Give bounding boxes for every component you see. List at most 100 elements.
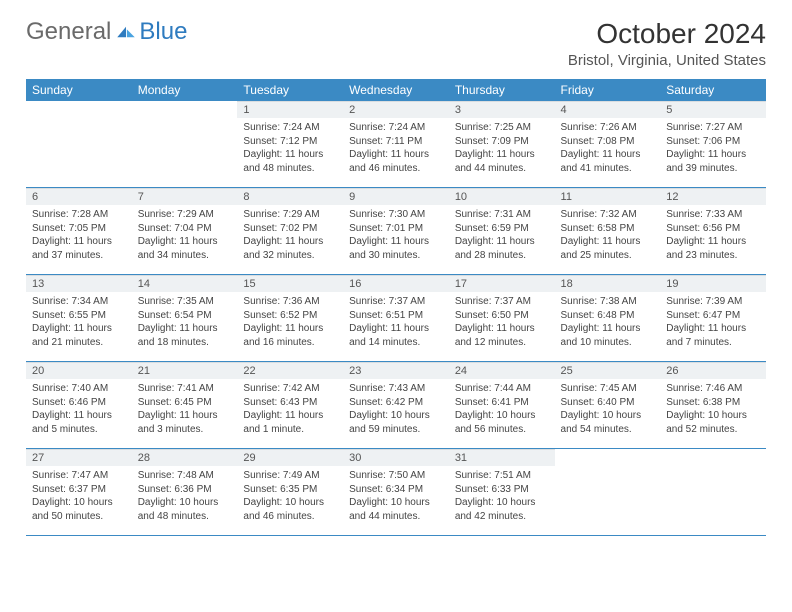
sunrise-line: Sunrise: 7:29 AM	[138, 209, 214, 220]
sunset-line: Sunset: 6:38 PM	[666, 397, 740, 408]
day-number: 17	[449, 275, 555, 292]
location: Bristol, Virginia, United States	[568, 52, 766, 69]
day-cell: 17Sunrise: 7:37 AMSunset: 6:50 PMDayligh…	[449, 275, 555, 362]
sunrise-line: Sunrise: 7:34 AM	[32, 296, 108, 307]
day-cell: 31Sunrise: 7:51 AMSunset: 6:33 PMDayligh…	[449, 449, 555, 536]
day-cell: 13Sunrise: 7:34 AMSunset: 6:55 PMDayligh…	[26, 275, 132, 362]
sunset-line: Sunset: 7:09 PM	[455, 136, 529, 147]
sunset-line: Sunset: 6:45 PM	[138, 397, 212, 408]
sunrise-line: Sunrise: 7:37 AM	[349, 296, 425, 307]
day-cell: 23Sunrise: 7:43 AMSunset: 6:42 PMDayligh…	[343, 362, 449, 449]
sunset-line: Sunset: 6:56 PM	[666, 223, 740, 234]
sunrise-line: Sunrise: 7:51 AM	[455, 470, 531, 481]
day-cell: 24Sunrise: 7:44 AMSunset: 6:41 PMDayligh…	[449, 362, 555, 449]
day-details: Sunrise: 7:24 AMSunset: 7:12 PMDaylight:…	[237, 118, 343, 179]
week-row: 13 Sunrise: 7:34 AM Sunset: 6:55 PM Dayligh…	[26, 275, 766, 362]
weekday-sunday: Sunday	[26, 79, 132, 101]
sunrise-line: Sunrise: 7:32 AM	[561, 209, 637, 220]
day-cell: 1Sunrise: 7:24 AMSunset: 7:12 PMDaylight…	[237, 101, 343, 188]
sunset-line: Sunset: 6:55 PM	[32, 310, 106, 321]
daylight-line: Daylight: 10 hours and 48 minutes.	[138, 497, 219, 522]
sunrise-line: Sunrise: 7:44 AM	[455, 383, 531, 394]
daylight-line: Daylight: 10 hours and 59 minutes.	[349, 410, 430, 435]
calendar-table: SundayMondayTuesdayWednesdayThursdayFrid…	[26, 79, 766, 536]
day-details: Sunrise: 7:37 AMSunset: 6:50 PMDaylight:…	[449, 292, 555, 353]
daylight-line: Daylight: 11 hours and 12 minutes.	[455, 323, 535, 348]
day-number: 24	[449, 362, 555, 379]
day-number: 4	[555, 101, 661, 118]
daylight-line: Daylight: 11 hours and 16 minutes.	[243, 323, 323, 348]
day-number: 25	[555, 362, 661, 379]
day-cell: 25Sunrise: 7:45 AMSunset: 6:40 PMDayligh…	[555, 362, 661, 449]
day-number: 1	[237, 101, 343, 118]
daylight-line: Daylight: 11 hours and 25 minutes.	[561, 236, 641, 261]
day-number: 8	[237, 188, 343, 205]
day-number: 14	[132, 275, 238, 292]
day-cell: 4Sunrise: 7:26 AMSunset: 7:08 PMDaylight…	[555, 101, 661, 188]
logo-text-blue: Blue	[139, 18, 187, 46]
sunset-line: Sunset: 6:47 PM	[666, 310, 740, 321]
day-cell: 29Sunrise: 7:49 AMSunset: 6:35 PMDayligh…	[237, 449, 343, 536]
sunset-line: Sunset: 6:42 PM	[349, 397, 423, 408]
sunset-line: Sunset: 6:46 PM	[32, 397, 106, 408]
day-details: Sunrise: 7:30 AMSunset: 7:01 PMDaylight:…	[343, 205, 449, 266]
daylight-line: Daylight: 11 hours and 46 minutes.	[349, 149, 429, 174]
day-details: Sunrise: 7:24 AMSunset: 7:11 PMDaylight:…	[343, 118, 449, 179]
day-cell: 16Sunrise: 7:37 AMSunset: 6:51 PMDayligh…	[343, 275, 449, 362]
day-details: Sunrise: 7:35 AMSunset: 6:54 PMDaylight:…	[132, 292, 238, 353]
day-details: Sunrise: 7:29 AMSunset: 7:04 PMDaylight:…	[132, 205, 238, 266]
sail-icon	[115, 25, 137, 39]
day-number: 23	[343, 362, 449, 379]
day-number: 12	[660, 188, 766, 205]
day-number: 15	[237, 275, 343, 292]
sunset-line: Sunset: 7:01 PM	[349, 223, 423, 234]
day-number: 21	[132, 362, 238, 379]
day-number: 13	[26, 275, 132, 292]
sunrise-line: Sunrise: 7:47 AM	[32, 470, 108, 481]
day-details: Sunrise: 7:46 AM Sunset: 6:38 PM Daylight:…	[660, 379, 766, 440]
day-details: Sunrise: 7:25 AMSunset: 7:09 PMDaylight:…	[449, 118, 555, 179]
sunset-line: Sunset: 6:33 PM	[455, 484, 529, 495]
sunrise-line: Sunrise: 7:46 AM	[666, 383, 742, 394]
sunset-line: Sunset: 7:05 PM	[32, 223, 106, 234]
day-details: Sunrise: 7:41 AMSunset: 6:45 PMDaylight:…	[132, 379, 238, 440]
day-number: 3	[449, 101, 555, 118]
day-number: 2	[343, 101, 449, 118]
day-number: 7	[132, 188, 238, 205]
day-cell	[26, 101, 132, 188]
day-number: 16	[343, 275, 449, 292]
sunrise-line: Sunrise: 7:30 AM	[349, 209, 425, 220]
title-block: October 2024 Bristol, Virginia, United S…	[568, 18, 766, 69]
day-details: Sunrise: 7:37 AMSunset: 6:51 PMDaylight:…	[343, 292, 449, 353]
day-details: Sunrise: 7:38 AMSunset: 6:48 PMDaylight:…	[555, 292, 661, 353]
sunset-line: Sunset: 6:48 PM	[561, 310, 635, 321]
day-details: Sunrise: 7:36 AMSunset: 6:52 PMDaylight:…	[237, 292, 343, 353]
day-number: 19	[660, 275, 766, 292]
daylight-line: Daylight: 11 hours and 18 minutes.	[138, 323, 218, 348]
day-details: Sunrise: 7:28 AMSunset: 7:05 PMDaylight:…	[26, 205, 132, 266]
daylight-line: Daylight: 11 hours and 28 minutes.	[455, 236, 535, 261]
weekday-monday: Monday	[132, 79, 238, 101]
day-number: 30	[343, 449, 449, 466]
daylight-line: Daylight: 10 hours and 44 minutes.	[349, 497, 430, 522]
day-details: Sunrise: 7:42 AMSunset: 6:43 PMDaylight:…	[237, 379, 343, 440]
day-details: Sunrise: 7:43 AMSunset: 6:42 PMDaylight:…	[343, 379, 449, 440]
weekday-thursday: Thursday	[449, 79, 555, 101]
sunrise-line: Sunrise: 7:24 AM	[243, 122, 319, 133]
sunrise-line: Sunrise: 7:24 AM	[349, 122, 425, 133]
logo: General Blue	[26, 18, 187, 46]
sunset-line: Sunset: 6:37 PM	[32, 484, 106, 495]
sunrise-line: Sunrise: 7:28 AM	[32, 209, 108, 220]
sunrise-line: Sunrise: 7:33 AM	[666, 209, 742, 220]
sunset-line: Sunset: 6:50 PM	[455, 310, 529, 321]
day-cell: 28Sunrise: 7:48 AMSunset: 6:36 PMDayligh…	[132, 449, 238, 536]
day-cell: 5Sunrise: 7:27 AMSunset: 7:06 PMDaylight…	[660, 101, 766, 188]
day-cell: 26Sunrise: 7:46 AMSunset: 6:38 PMDayligh…	[660, 362, 766, 449]
daylight-line: Daylight: 10 hours and 52 minutes.	[666, 410, 747, 435]
daylight-line: Daylight: 10 hours and 56 minutes.	[455, 410, 536, 435]
daylight-line: Daylight: 11 hours and 44 minutes.	[455, 149, 535, 174]
daylight-line: Daylight: 11 hours and 23 minutes.	[666, 236, 746, 261]
day-number: 18	[555, 275, 661, 292]
daylight-line: Daylight: 11 hours and 48 minutes.	[243, 149, 323, 174]
sunset-line: Sunset: 6:54 PM	[138, 310, 212, 321]
